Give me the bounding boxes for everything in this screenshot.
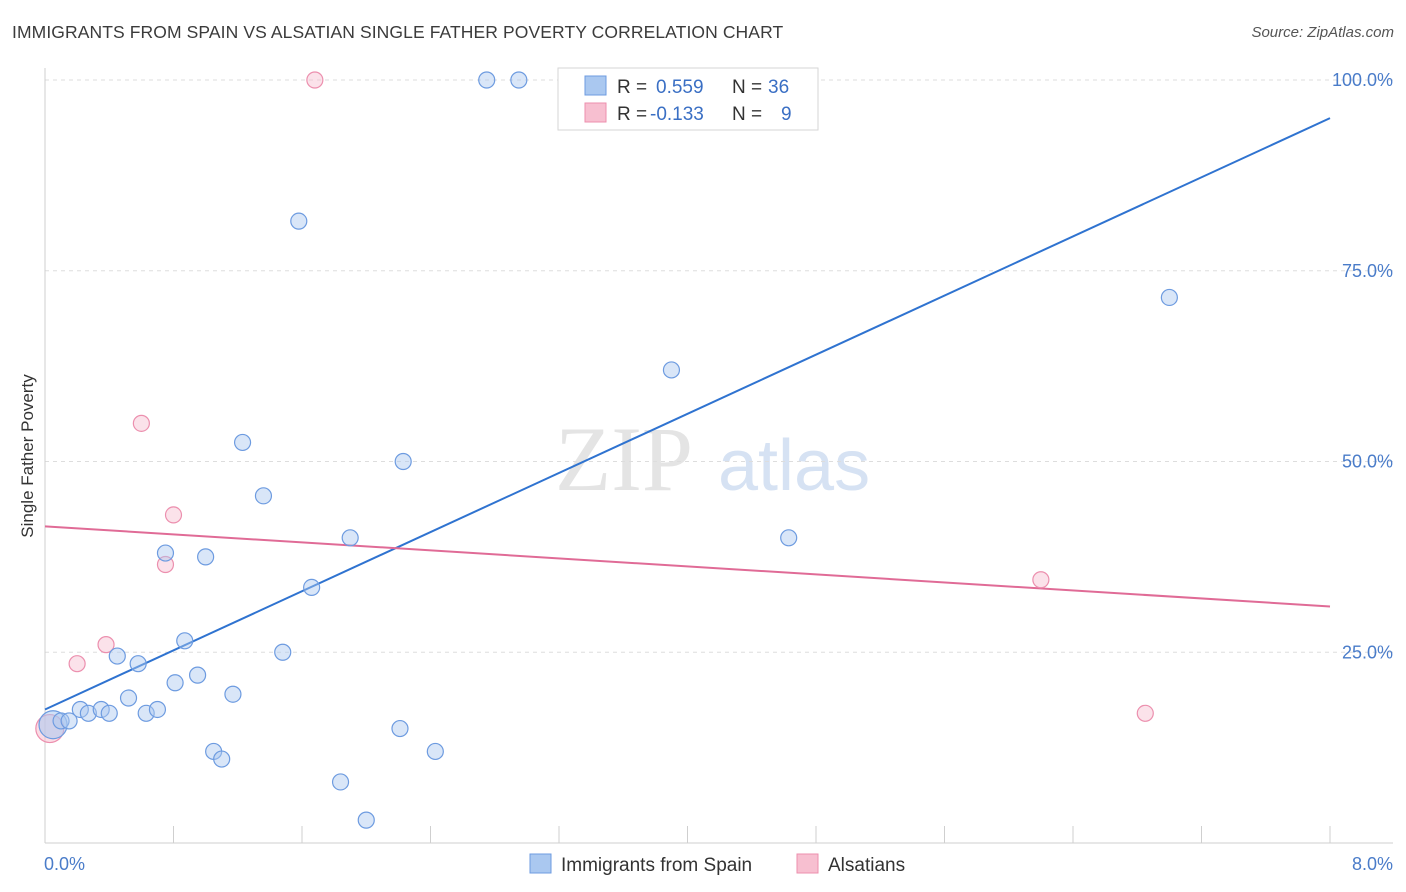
legend-r-label: R = bbox=[617, 104, 647, 125]
blue-data-point bbox=[394, 452, 412, 471]
legend-r-label: R = bbox=[617, 77, 647, 98]
chart-title: IMMIGRANTS FROM SPAIN VS ALSATIAN SINGLE… bbox=[12, 22, 784, 42]
blue-data-point bbox=[79, 704, 97, 722]
y-tick-label: 25.0% bbox=[1342, 642, 1393, 662]
blue-data-point bbox=[129, 655, 147, 673]
blue-data-point bbox=[224, 685, 242, 703]
y-tick-label: 75.0% bbox=[1342, 261, 1393, 281]
legend-r-value: 0.559 bbox=[656, 77, 704, 98]
blue-data-point bbox=[137, 704, 155, 722]
blue-data-point bbox=[213, 750, 231, 768]
pink-data-point bbox=[97, 636, 115, 654]
series-label-alsatians: Alsatians bbox=[828, 855, 905, 876]
legend-n-value: 9 bbox=[781, 104, 792, 125]
series-swatch-alsatians bbox=[796, 853, 819, 874]
blue-data-point bbox=[119, 689, 138, 707]
blue-data-point bbox=[662, 361, 681, 379]
pink-data-point bbox=[132, 414, 150, 432]
blue-data-point bbox=[357, 811, 375, 829]
x-tick-label-min: 0.0% bbox=[44, 854, 85, 874]
legend-n-label: N = bbox=[732, 104, 762, 125]
blue-data-point bbox=[108, 647, 126, 665]
blue-trend-line bbox=[44, 117, 1331, 711]
blue-data-point bbox=[166, 674, 184, 692]
grid-lines bbox=[45, 79, 1393, 653]
blue-data-point bbox=[188, 666, 207, 684]
pink-data-point bbox=[1032, 571, 1050, 589]
blue-data-point bbox=[148, 700, 167, 719]
blue-data-point bbox=[290, 212, 308, 230]
series-label-spain: Immigrants from Spain bbox=[561, 855, 752, 876]
blue-data-point bbox=[38, 710, 68, 740]
blue-data-point bbox=[176, 632, 194, 650]
trend-lines bbox=[44, 117, 1331, 711]
pink-data-point bbox=[164, 506, 183, 524]
series-swatch-spain bbox=[529, 853, 552, 874]
blue-data-point bbox=[60, 712, 78, 730]
blue-data-point bbox=[303, 578, 321, 596]
y-axis-title: Single Father Poverty bbox=[18, 374, 37, 538]
blue-data-point bbox=[254, 487, 273, 505]
source-label: Source: ZipAtlas.com bbox=[1251, 24, 1394, 41]
data-points bbox=[35, 71, 1178, 829]
watermark: ZIP atlas bbox=[555, 408, 870, 510]
blue-data-point bbox=[426, 742, 444, 761]
blue-data-point bbox=[92, 700, 110, 719]
blue-data-point bbox=[1160, 288, 1178, 307]
blue-data-point bbox=[780, 529, 798, 547]
blue-data-point bbox=[510, 71, 528, 89]
legend-swatch-pink bbox=[584, 102, 607, 123]
blue-data-point bbox=[274, 643, 292, 661]
y-tick-labels: 25.0% 50.0% 75.0% 100.0% bbox=[1332, 70, 1393, 662]
legend-swatch-blue bbox=[584, 75, 607, 96]
watermark-atlas: atlas bbox=[718, 426, 870, 506]
y-tick-label: 100.0% bbox=[1332, 70, 1393, 90]
watermark-zip: ZIP bbox=[555, 408, 693, 510]
pink-data-point bbox=[306, 71, 324, 89]
pink-trend-line bbox=[44, 525, 1331, 608]
x-tick-label-max: 8.0% bbox=[1352, 854, 1393, 874]
blue-data-point bbox=[233, 433, 252, 452]
blue-data-point bbox=[331, 773, 350, 791]
legend-r-value: -0.133 bbox=[650, 104, 704, 125]
pink-data-point bbox=[1136, 704, 1154, 722]
series-legend: Immigrants from Spain Alsatians bbox=[529, 853, 905, 876]
blue-data-point bbox=[100, 704, 118, 722]
blue-data-point bbox=[341, 529, 359, 547]
blue-data-point bbox=[478, 71, 496, 89]
blue-data-point bbox=[71, 700, 89, 719]
blue-data-point bbox=[391, 719, 409, 738]
blue-data-point bbox=[156, 544, 175, 562]
legend-n-label: N = bbox=[732, 77, 762, 98]
blue-data-point bbox=[197, 548, 215, 566]
correlation-legend: R = 0.559 N = 36 R = -0.133 N = 9 bbox=[557, 67, 819, 131]
legend-n-value: 36 bbox=[768, 77, 789, 98]
y-tick-label: 50.0% bbox=[1342, 452, 1393, 472]
pink-data-point bbox=[68, 655, 86, 673]
